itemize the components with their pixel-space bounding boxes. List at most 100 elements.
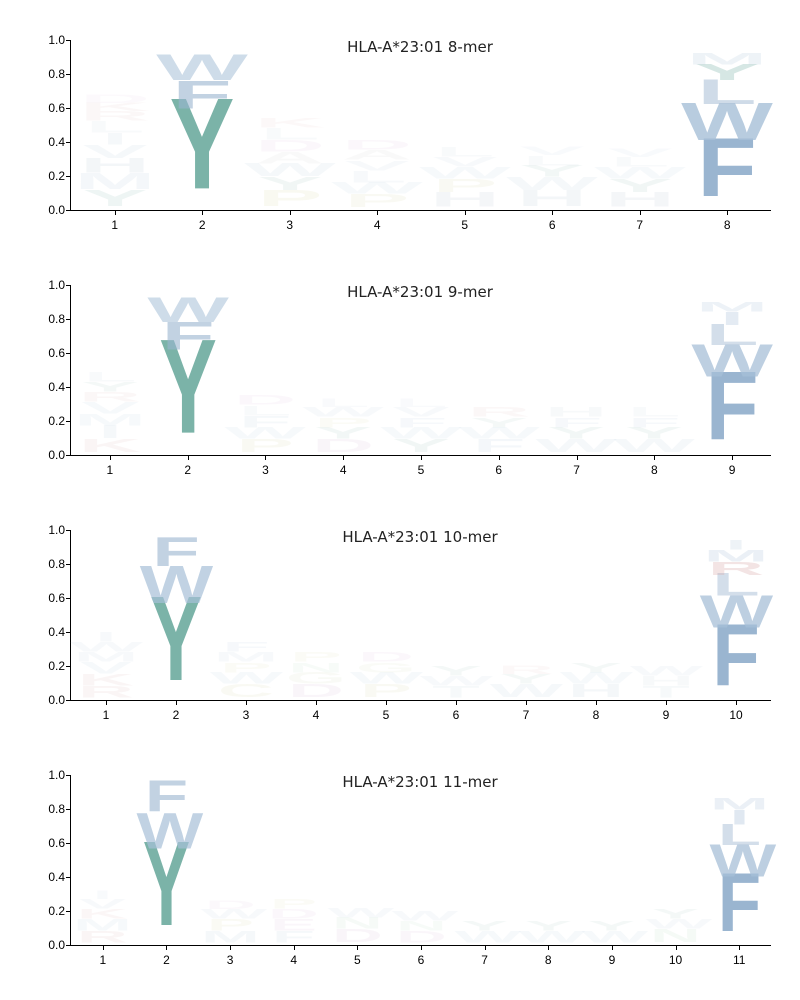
y-tick-mark <box>66 74 71 75</box>
y-tick-label: 1.0 <box>29 523 65 537</box>
logo-letter: Y <box>560 661 633 675</box>
logo-column: PWFLD <box>234 285 296 455</box>
logo-column: YWF <box>141 775 192 945</box>
logo-column: DNW <box>396 775 447 945</box>
logo-letter: D <box>221 393 311 407</box>
panel-title: HLA-A*23:01 11-mer <box>70 773 770 791</box>
logo-letter: W <box>327 906 387 920</box>
logo-column: FWYR <box>468 285 530 455</box>
logo-column: HWY <box>568 530 624 700</box>
x-tick-label: 5 <box>383 708 390 722</box>
x-tick-label: 5 <box>461 218 468 232</box>
logo-letter: I <box>70 630 143 644</box>
logo-column: DGNP <box>288 530 344 700</box>
plot-area: 0.00.20.40.60.81.01YMHVILRKD2YFW3PYWADLK… <box>70 40 771 211</box>
x-tick-label: 6 <box>453 708 460 722</box>
x-tick-label: 9 <box>663 708 670 722</box>
logo-letter: I <box>73 889 133 901</box>
logo-column: RMKVI <box>77 775 128 945</box>
logo-column: FWLIM <box>714 775 765 945</box>
x-tick-label: 10 <box>669 953 682 967</box>
y-tick-label: 0.0 <box>29 938 65 952</box>
logo-letter: R <box>454 405 544 419</box>
logo-letter: F <box>210 640 283 654</box>
logo-column: MPWD <box>205 775 256 945</box>
logo-letter: L <box>298 398 388 410</box>
y-tick-mark <box>66 911 71 912</box>
logo-column: THW <box>638 530 694 700</box>
x-tick-label: 6 <box>495 463 502 477</box>
y-tick-mark <box>66 843 71 844</box>
logo-panel-3: HLA-A*23:01 10-mer0.00.20.40.60.81.01RKV… <box>70 520 770 720</box>
logo-column: WY <box>523 775 574 945</box>
y-tick-label: 1.0 <box>29 278 65 292</box>
y-tick-label: 0.8 <box>29 802 65 816</box>
logo-letter: D <box>200 899 260 911</box>
logo-column: WYFH <box>545 285 607 455</box>
logo-column: TWY <box>428 530 484 700</box>
logo-column: FWLRMI <box>708 530 764 700</box>
logo-letter: H <box>532 405 622 419</box>
logo-column: PYWADLK <box>255 40 325 210</box>
logo-column: CWPMF <box>218 530 274 700</box>
x-tick-label: 1 <box>107 463 114 477</box>
x-tick-label: 2 <box>163 953 170 967</box>
sequence-logo-figure: HLA-A*23:01 8-mer0.00.20.40.60.81.01YMHV… <box>0 0 800 1000</box>
y-tick-mark <box>66 700 71 701</box>
plot-area: 0.00.20.40.60.81.01RKVMWI2YWF3CWPMF4DGNP… <box>70 530 771 701</box>
logo-column: WYR <box>498 530 554 700</box>
logo-column: HWYLV <box>517 40 587 210</box>
logo-letter: L <box>65 370 155 384</box>
y-tick-label: 1.0 <box>29 768 65 782</box>
x-tick-label: 1 <box>111 218 118 232</box>
logo-letter: W <box>391 909 451 923</box>
panel-title: HLA-A*23:01 9-mer <box>70 283 770 301</box>
x-tick-label: 3 <box>286 218 293 232</box>
x-tick-label: 8 <box>651 463 658 477</box>
logo-letter: P <box>264 897 324 911</box>
x-tick-label: 2 <box>199 218 206 232</box>
logo-column: KIMVRYL <box>79 285 141 455</box>
logo-column: YWFVL <box>390 285 452 455</box>
logo-column: RKVMWI <box>78 530 134 700</box>
x-tick-label: 5 <box>354 953 361 967</box>
x-tick-label: 7 <box>636 218 643 232</box>
y-tick-mark <box>66 877 71 878</box>
x-tick-label: 6 <box>549 218 556 232</box>
x-tick-label: 9 <box>729 463 736 477</box>
logo-column: NWY <box>650 775 701 945</box>
x-tick-label: 8 <box>724 218 731 232</box>
y-tick-label: 0.6 <box>29 591 65 605</box>
panel-title: HLA-A*23:01 10-mer <box>70 528 770 546</box>
x-tick-label: 4 <box>374 218 381 232</box>
logo-letter: L <box>610 405 700 419</box>
logo-panel-4: HLA-A*23:01 11-mer0.00.20.40.60.81.01RMK… <box>70 765 770 965</box>
logo-letter: Y <box>646 907 706 921</box>
logo-column: YMHVILRKD <box>80 40 150 210</box>
y-tick-mark <box>66 809 71 810</box>
x-tick-label: 1 <box>99 953 106 967</box>
y-tick-mark <box>66 319 71 320</box>
x-tick-label: 4 <box>313 708 320 722</box>
x-tick-label: 7 <box>573 463 580 477</box>
y-tick-label: 0.8 <box>29 557 65 571</box>
logo-letter: M <box>687 300 777 314</box>
logo-column: WY <box>459 775 510 945</box>
logo-column: HPWVL <box>430 40 500 210</box>
logo-column: FWLYM <box>692 40 762 210</box>
logo-letter: M <box>709 796 769 812</box>
y-tick-label: 0.8 <box>29 67 65 81</box>
y-tick-mark <box>66 353 71 354</box>
y-tick-label: 0.2 <box>29 414 65 428</box>
y-tick-label: 0.4 <box>29 870 65 884</box>
logo-column: FWLIM <box>701 285 763 455</box>
y-tick-label: 0.4 <box>29 625 65 639</box>
logo-column: YFW <box>167 40 237 210</box>
x-tick-label: 3 <box>227 953 234 967</box>
y-tick-label: 0.0 <box>29 448 65 462</box>
logo-column: WY <box>586 775 637 945</box>
x-tick-label: 8 <box>545 953 552 967</box>
y-tick-label: 0.4 <box>29 380 65 394</box>
y-tick-label: 0.0 <box>29 693 65 707</box>
logo-panel-2: HLA-A*23:01 9-mer0.00.20.40.60.81.01KIMV… <box>70 275 770 475</box>
